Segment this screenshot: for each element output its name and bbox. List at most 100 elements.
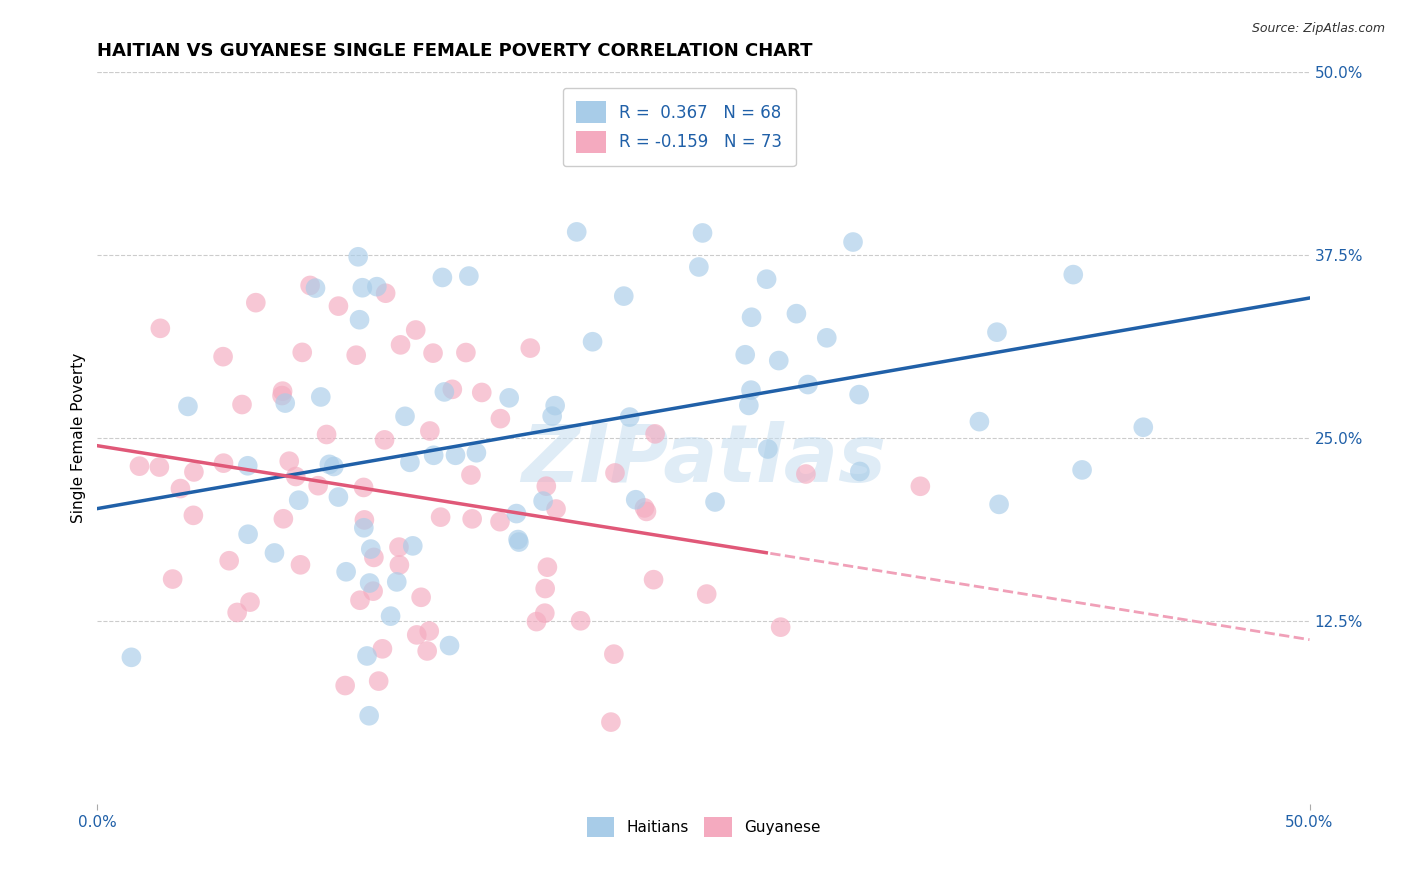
Point [418, 624, 440, 638]
Point [506, 533, 529, 547]
Point [498, 391, 520, 405]
Point [986, 325, 1008, 339]
Point [344, 348, 367, 362]
Point [212, 350, 235, 364]
Point [704, 495, 727, 509]
Point [328, 490, 350, 504]
Point [388, 558, 411, 572]
Point [613, 289, 636, 303]
Point [768, 353, 790, 368]
Point [367, 674, 389, 689]
Point [349, 593, 371, 607]
Point [429, 510, 451, 524]
Point [508, 535, 530, 549]
Point [519, 341, 541, 355]
Text: HAITIAN VS GUYANESE SINGLE FEMALE POVERTY CORRELATION CHART: HAITIAN VS GUYANESE SINGLE FEMALE POVERT… [97, 42, 813, 60]
Point [274, 396, 297, 410]
Point [271, 388, 294, 402]
Point [359, 708, 381, 723]
Point [291, 345, 314, 359]
Point [603, 647, 626, 661]
Point [433, 384, 456, 399]
Point [239, 595, 262, 609]
Point [374, 286, 396, 301]
Point [183, 465, 205, 479]
Point [347, 250, 370, 264]
Point [309, 390, 332, 404]
Point [120, 650, 142, 665]
Point [371, 641, 394, 656]
Point [177, 400, 200, 414]
Point [536, 560, 558, 574]
Point [740, 383, 762, 397]
Point [756, 442, 779, 456]
Point [128, 459, 150, 474]
Point [333, 679, 356, 693]
Point [471, 385, 494, 400]
Point [389, 338, 412, 352]
Point [307, 478, 329, 492]
Point [304, 281, 326, 295]
Point [231, 398, 253, 412]
Point [394, 409, 416, 424]
Point [738, 399, 761, 413]
Point [544, 502, 567, 516]
Point [619, 410, 641, 425]
Point [636, 504, 658, 518]
Point [245, 295, 267, 310]
Point [366, 279, 388, 293]
Point [848, 387, 870, 401]
Point [581, 334, 603, 349]
Point [815, 331, 838, 345]
Point [600, 715, 623, 730]
Point [322, 459, 344, 474]
Point [422, 346, 444, 360]
Point [785, 307, 807, 321]
Point [263, 546, 285, 560]
Point [218, 554, 240, 568]
Point [287, 493, 309, 508]
Point [353, 513, 375, 527]
Point [149, 321, 172, 335]
Point [419, 424, 441, 438]
Point [696, 587, 718, 601]
Point [531, 494, 554, 508]
Point [454, 345, 477, 359]
Point [969, 415, 991, 429]
Point [842, 235, 865, 249]
Y-axis label: Single Female Poverty: Single Female Poverty [72, 353, 86, 524]
Point [988, 497, 1011, 511]
Point [534, 582, 557, 596]
Point [633, 500, 655, 515]
Point [432, 270, 454, 285]
Point [460, 468, 482, 483]
Point [533, 606, 555, 620]
Point [405, 628, 427, 642]
Point [565, 225, 588, 239]
Point [388, 540, 411, 554]
Point [734, 348, 756, 362]
Point [380, 609, 402, 624]
Point [755, 272, 778, 286]
Point [644, 426, 666, 441]
Point [505, 507, 527, 521]
Point [402, 539, 425, 553]
Point [1062, 268, 1084, 282]
Point [278, 454, 301, 468]
Point [439, 639, 461, 653]
Point [526, 615, 548, 629]
Point [849, 465, 872, 479]
Point [353, 521, 375, 535]
Point [356, 648, 378, 663]
Point [361, 584, 384, 599]
Point [489, 411, 512, 425]
Point [349, 312, 371, 326]
Point [489, 515, 512, 529]
Point [359, 576, 381, 591]
Point [385, 574, 408, 589]
Point [169, 482, 191, 496]
Point [441, 382, 464, 396]
Point [416, 644, 439, 658]
Point [236, 527, 259, 541]
Point [162, 572, 184, 586]
